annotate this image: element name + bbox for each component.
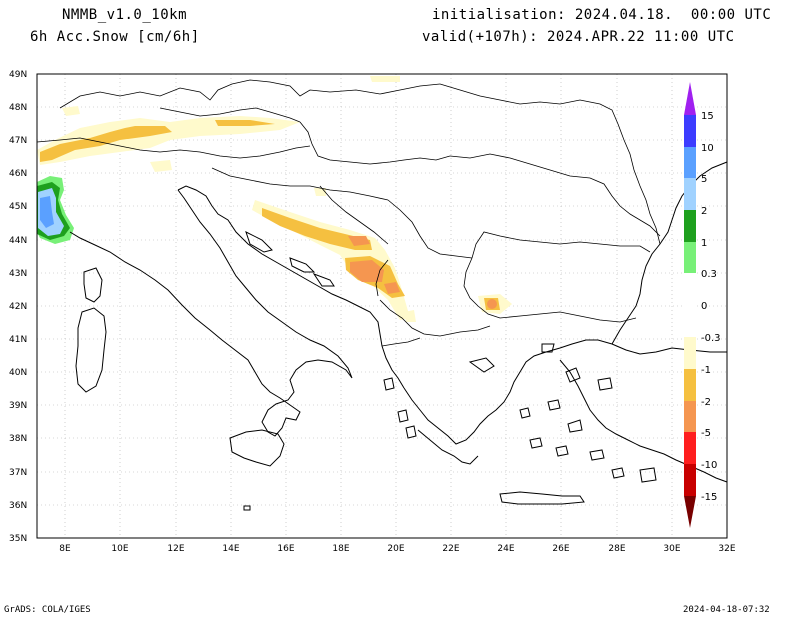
lat-tick: 44N <box>9 236 27 246</box>
colorbar-band <box>684 369 696 401</box>
lat-tick: 46N <box>9 169 27 179</box>
latitude-axis: 49N 48N 47N 46N 45N 44N 43N 42N 41N 40N … <box>9 70 27 544</box>
lat-tick: 42N <box>9 302 27 312</box>
colorbar-label: 2 <box>701 206 707 217</box>
lat-tick: 40N <box>9 368 27 378</box>
lon-tick: 10E <box>111 544 128 554</box>
colorbar-label: -0.3 <box>701 333 721 344</box>
colorbar-label: 5 <box>701 174 707 185</box>
colorbar-label: -5 <box>701 428 711 439</box>
colorbar-band <box>684 337 696 369</box>
colorbar-label: 0 <box>701 301 707 312</box>
snow-field <box>37 76 512 322</box>
sardinia <box>75 307 107 393</box>
turkey-coast <box>611 343 727 355</box>
colorbar-label: 1 <box>701 238 707 249</box>
lat-tick: 45N <box>9 202 27 212</box>
longitude-axis: 8E 10E 12E 14E 16E 18E 20E 22E 24E 26E 2… <box>59 544 736 554</box>
colorbar-band <box>684 464 696 496</box>
sicily <box>229 429 285 467</box>
lon-tick: 20E <box>387 544 404 554</box>
lon-tick: 12E <box>167 544 184 554</box>
lat-tick: 43N <box>9 269 27 279</box>
valid-time: valid(+107h): 2024.APR.22 11:00 UTC <box>422 29 735 45</box>
lat-tick: 41N <box>9 335 27 345</box>
lat-tick: 35N <box>9 534 27 544</box>
colorbar-band <box>684 115 696 147</box>
colorbar-band <box>684 273 696 337</box>
lon-tick: 14E <box>222 544 239 554</box>
field-title: 6h Acc.Snow [cm/6h] <box>30 29 200 45</box>
lon-tick: 28E <box>608 544 625 554</box>
colorbar-band <box>684 432 696 464</box>
colorbar-label: 15 <box>701 111 714 122</box>
corsica <box>83 267 103 303</box>
colorbar-band <box>684 210 696 242</box>
montenegro-snow-high <box>350 260 384 282</box>
lon-tick: 26E <box>552 544 569 554</box>
lat-tick: 48N <box>9 103 27 113</box>
init-time: initialisation: 2024.04.18. 00:00 UTC <box>432 7 772 23</box>
colorbar-band <box>684 242 696 273</box>
colorbar-label: 0.3 <box>701 269 717 280</box>
lon-tick: 30E <box>663 544 680 554</box>
map-frame <box>36 73 728 539</box>
alps-snow-light <box>37 116 300 165</box>
colorbar-label: -15 <box>701 492 717 503</box>
alps-snow-mid <box>40 126 172 162</box>
model-title: NMMB_v1.0_10km <box>62 7 188 23</box>
greece-coast <box>403 339 613 445</box>
lon-tick: 32E <box>718 544 735 554</box>
lon-tick: 22E <box>442 544 459 554</box>
colorbar-label: -2 <box>701 397 711 408</box>
lon-tick: 18E <box>332 544 349 554</box>
dinaric-snow-mid <box>262 208 372 250</box>
alps-snow-mid2 <box>215 120 275 126</box>
lon-tick: 16E <box>277 544 294 554</box>
western-alps-blue-mid <box>40 196 54 228</box>
lat-tick: 36N <box>9 501 27 511</box>
colorbar-label: -10 <box>701 460 717 471</box>
footer-credit: GrADS: COLA/IGES <box>4 605 91 615</box>
lon-tick: 24E <box>497 544 514 554</box>
colorbar-label: 10 <box>701 143 714 154</box>
lat-tick: 49N <box>9 70 27 80</box>
colorbar-band <box>684 147 696 178</box>
lat-tick: 47N <box>9 136 27 146</box>
footer-timestamp: 2024-04-18-07:32 <box>683 605 770 615</box>
lat-tick: 39N <box>9 401 27 411</box>
crete <box>499 491 585 505</box>
lat-tick: 38N <box>9 434 27 444</box>
lon-tick: 8E <box>59 544 71 554</box>
colorbar-label: -1 <box>701 365 711 376</box>
colorbar-bottom-arrow <box>684 496 696 528</box>
colorbar-band <box>684 178 696 210</box>
colorbar-top-arrow <box>684 82 696 115</box>
colorbar: 15 10 5 2 1 0.3 0 -0.3 -1 -2 -5 -10 -15 <box>684 82 721 528</box>
italy-coast <box>69 189 353 437</box>
lat-tick: 37N <box>9 468 27 478</box>
colorbar-band <box>684 401 696 432</box>
borders <box>36 79 661 347</box>
